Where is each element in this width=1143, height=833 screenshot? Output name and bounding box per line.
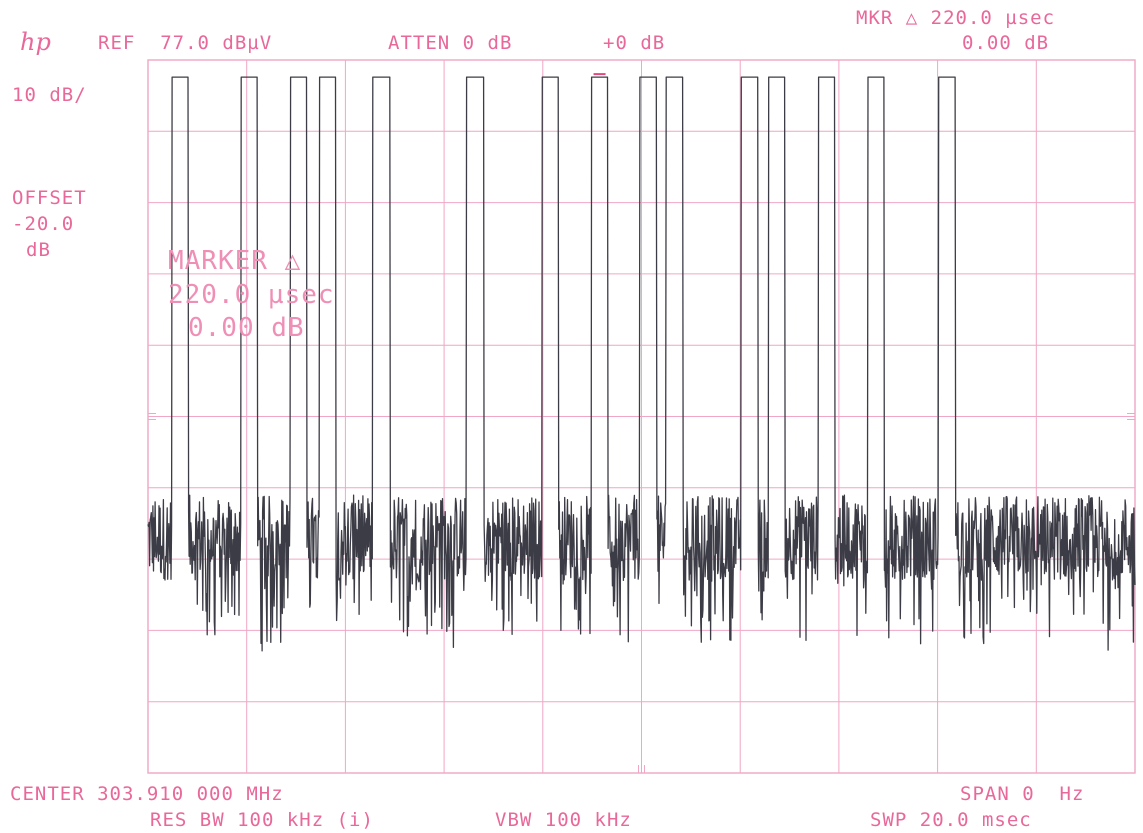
marker-readout-time: 220.0 µsec bbox=[168, 280, 335, 310]
attenuation-label: ATTEN 0 dB bbox=[388, 32, 513, 54]
resolution-bandwidth-label: RES BW 100 kHz (i) bbox=[150, 809, 374, 831]
marker-readout-title: MARKER △ bbox=[168, 246, 302, 276]
offset-db-label: +0 dB bbox=[603, 32, 666, 54]
offset-label: OFFSET bbox=[12, 187, 87, 209]
ref-level-label: REF 77.0 dBµV bbox=[98, 32, 273, 54]
span-label: SPAN 0 Hz bbox=[960, 783, 1085, 805]
video-bandwidth-label: VBW 100 kHz bbox=[495, 809, 632, 831]
signal-trace bbox=[147, 76, 1136, 652]
marker-delta-amplitude: 0.00 dB bbox=[962, 32, 1050, 54]
sweep-time-label: SWP 20.0 msec bbox=[870, 809, 1032, 831]
scale-label: 10 dB/ bbox=[12, 84, 87, 106]
offset-value: -20.0 bbox=[12, 213, 75, 235]
center-frequency-label: CENTER 303.910 000 MHz bbox=[10, 783, 284, 805]
hp-logo: hp bbox=[20, 28, 51, 56]
offset-unit: dB bbox=[26, 239, 51, 261]
marker-delta-time: MKR △ 220.0 µsec bbox=[856, 7, 1056, 29]
marker-readout-amplitude: 0.00 dB bbox=[188, 313, 305, 343]
